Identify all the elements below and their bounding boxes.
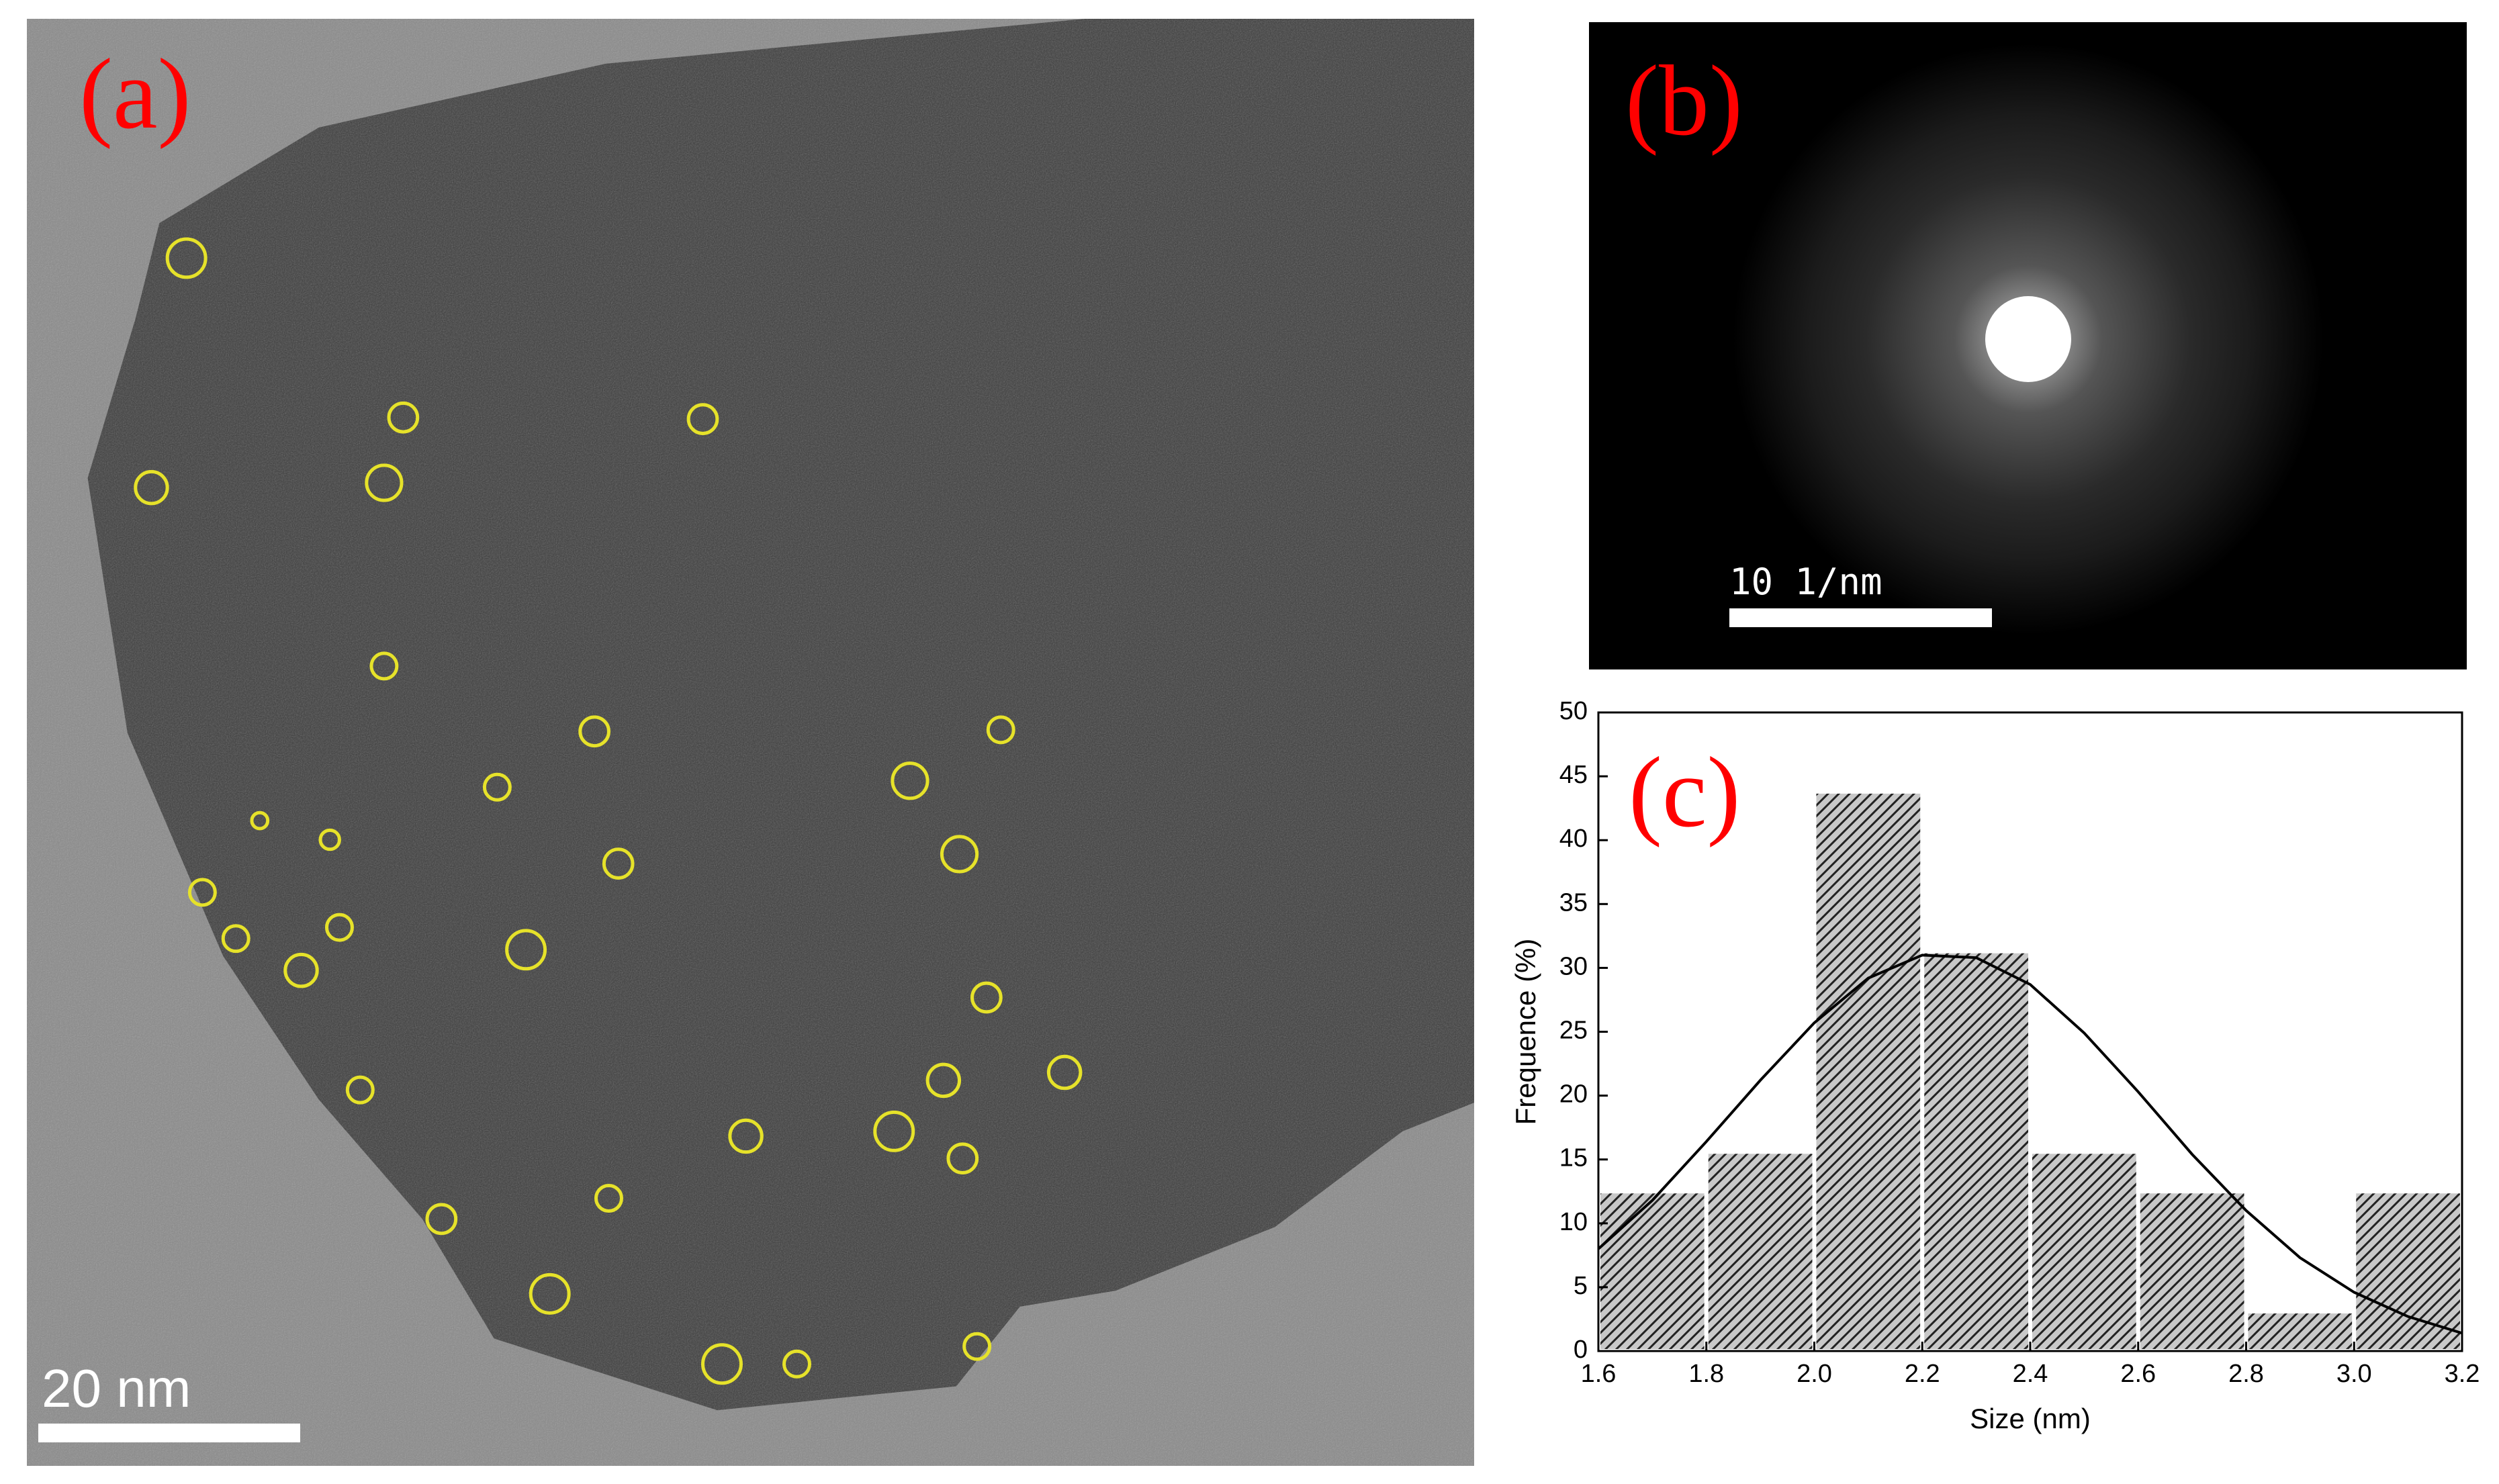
y-tick-label: 20 xyxy=(1559,1080,1588,1109)
fit-curve xyxy=(1597,954,2463,1335)
particle-marker xyxy=(345,1075,375,1105)
particle-marker xyxy=(221,924,251,954)
bar xyxy=(1812,789,1925,1353)
tem-image xyxy=(27,19,1474,1466)
x-tick-label: 2.6 xyxy=(2120,1360,2156,1388)
particle-marker xyxy=(369,651,399,681)
y-tick-label: 45 xyxy=(1559,761,1588,789)
scale-bar xyxy=(38,1424,300,1442)
particle-marker xyxy=(187,878,217,907)
x-tick-label: 2.8 xyxy=(2228,1360,2264,1388)
y-tick-label: 35 xyxy=(1559,888,1588,917)
y-tick-label: 30 xyxy=(1559,952,1588,980)
particle-marker xyxy=(728,1118,764,1154)
x-tick-label: 2.2 xyxy=(1905,1360,1940,1388)
x-axis-label: Size (nm) xyxy=(1970,1403,2091,1434)
y-tick-label: 25 xyxy=(1559,1017,1588,1045)
bar xyxy=(2352,1189,2464,1353)
histogram-chart: 0 5 10 15 20 25 30 35 40 45 50 1.6 1.8 2.0 2.2 2.4 2.6 2.… xyxy=(1510,697,2480,1434)
particle-marker xyxy=(962,1332,992,1361)
bar xyxy=(2136,1189,2248,1353)
particle-markers xyxy=(134,237,1083,1385)
particle-marker xyxy=(505,929,547,971)
x-tick-label: 3.0 xyxy=(2336,1360,2372,1388)
y-tick-label: 0 xyxy=(1574,1336,1588,1364)
particle-marker xyxy=(165,237,208,279)
particle-marker xyxy=(602,847,635,880)
particle-marker xyxy=(946,1142,979,1175)
particle-marker xyxy=(134,469,169,506)
x-tick-label: 1.8 xyxy=(1688,1360,1724,1388)
particle-marker xyxy=(250,810,270,831)
y-tick-label: 50 xyxy=(1559,697,1588,725)
particle-marker xyxy=(970,981,1003,1014)
particle-marker xyxy=(324,913,354,942)
x-tick-label: 2.0 xyxy=(1797,1360,1832,1388)
particle-marker xyxy=(425,1203,458,1236)
scale-bar xyxy=(1729,608,1992,627)
scale-bar-label: 20 nm xyxy=(42,1358,191,1418)
particle-marker xyxy=(365,463,404,502)
x-tick-label: 3.2 xyxy=(2445,1360,2480,1388)
particle-marker xyxy=(594,1184,623,1213)
particle-marker xyxy=(283,952,319,988)
particle-marker xyxy=(782,1349,811,1379)
y-tick-label: 40 xyxy=(1559,825,1588,853)
y-tick-label: 5 xyxy=(1574,1272,1588,1300)
panel-label: (a) xyxy=(79,38,191,150)
particle-marker xyxy=(891,761,929,800)
bar xyxy=(1704,1150,1817,1353)
panel-label: (c) xyxy=(1629,737,1740,848)
particle-marker xyxy=(686,403,719,435)
bar xyxy=(1596,1189,1709,1353)
tem-noise xyxy=(27,19,1474,1466)
particle-marker xyxy=(387,401,420,434)
bar xyxy=(2028,1150,2140,1353)
particle-marker xyxy=(940,835,979,874)
panel-label: (b) xyxy=(1625,45,1743,156)
bar xyxy=(1920,949,2032,1353)
particle-marker xyxy=(1046,1054,1083,1091)
y-tick-label: 15 xyxy=(1559,1144,1588,1172)
y-tick-label: 10 xyxy=(1559,1208,1588,1236)
particle-marker xyxy=(873,1110,915,1152)
x-tick-label: 2.4 xyxy=(2013,1360,2048,1388)
particle-marker xyxy=(925,1062,962,1099)
particle-marker xyxy=(578,715,610,748)
central-spot xyxy=(1985,296,2071,382)
particle-marker xyxy=(318,828,341,851)
particle-marker xyxy=(529,1272,571,1315)
particle-marker xyxy=(986,715,1015,745)
bar xyxy=(2244,1309,2357,1353)
scale-bar-label: 10 1/nm xyxy=(1729,561,1882,603)
y-axis-label: Frequence (%) xyxy=(1510,939,1541,1125)
x-tick-label: 1.6 xyxy=(1581,1360,1617,1388)
particle-marker xyxy=(482,772,512,802)
particle-marker xyxy=(700,1343,743,1385)
